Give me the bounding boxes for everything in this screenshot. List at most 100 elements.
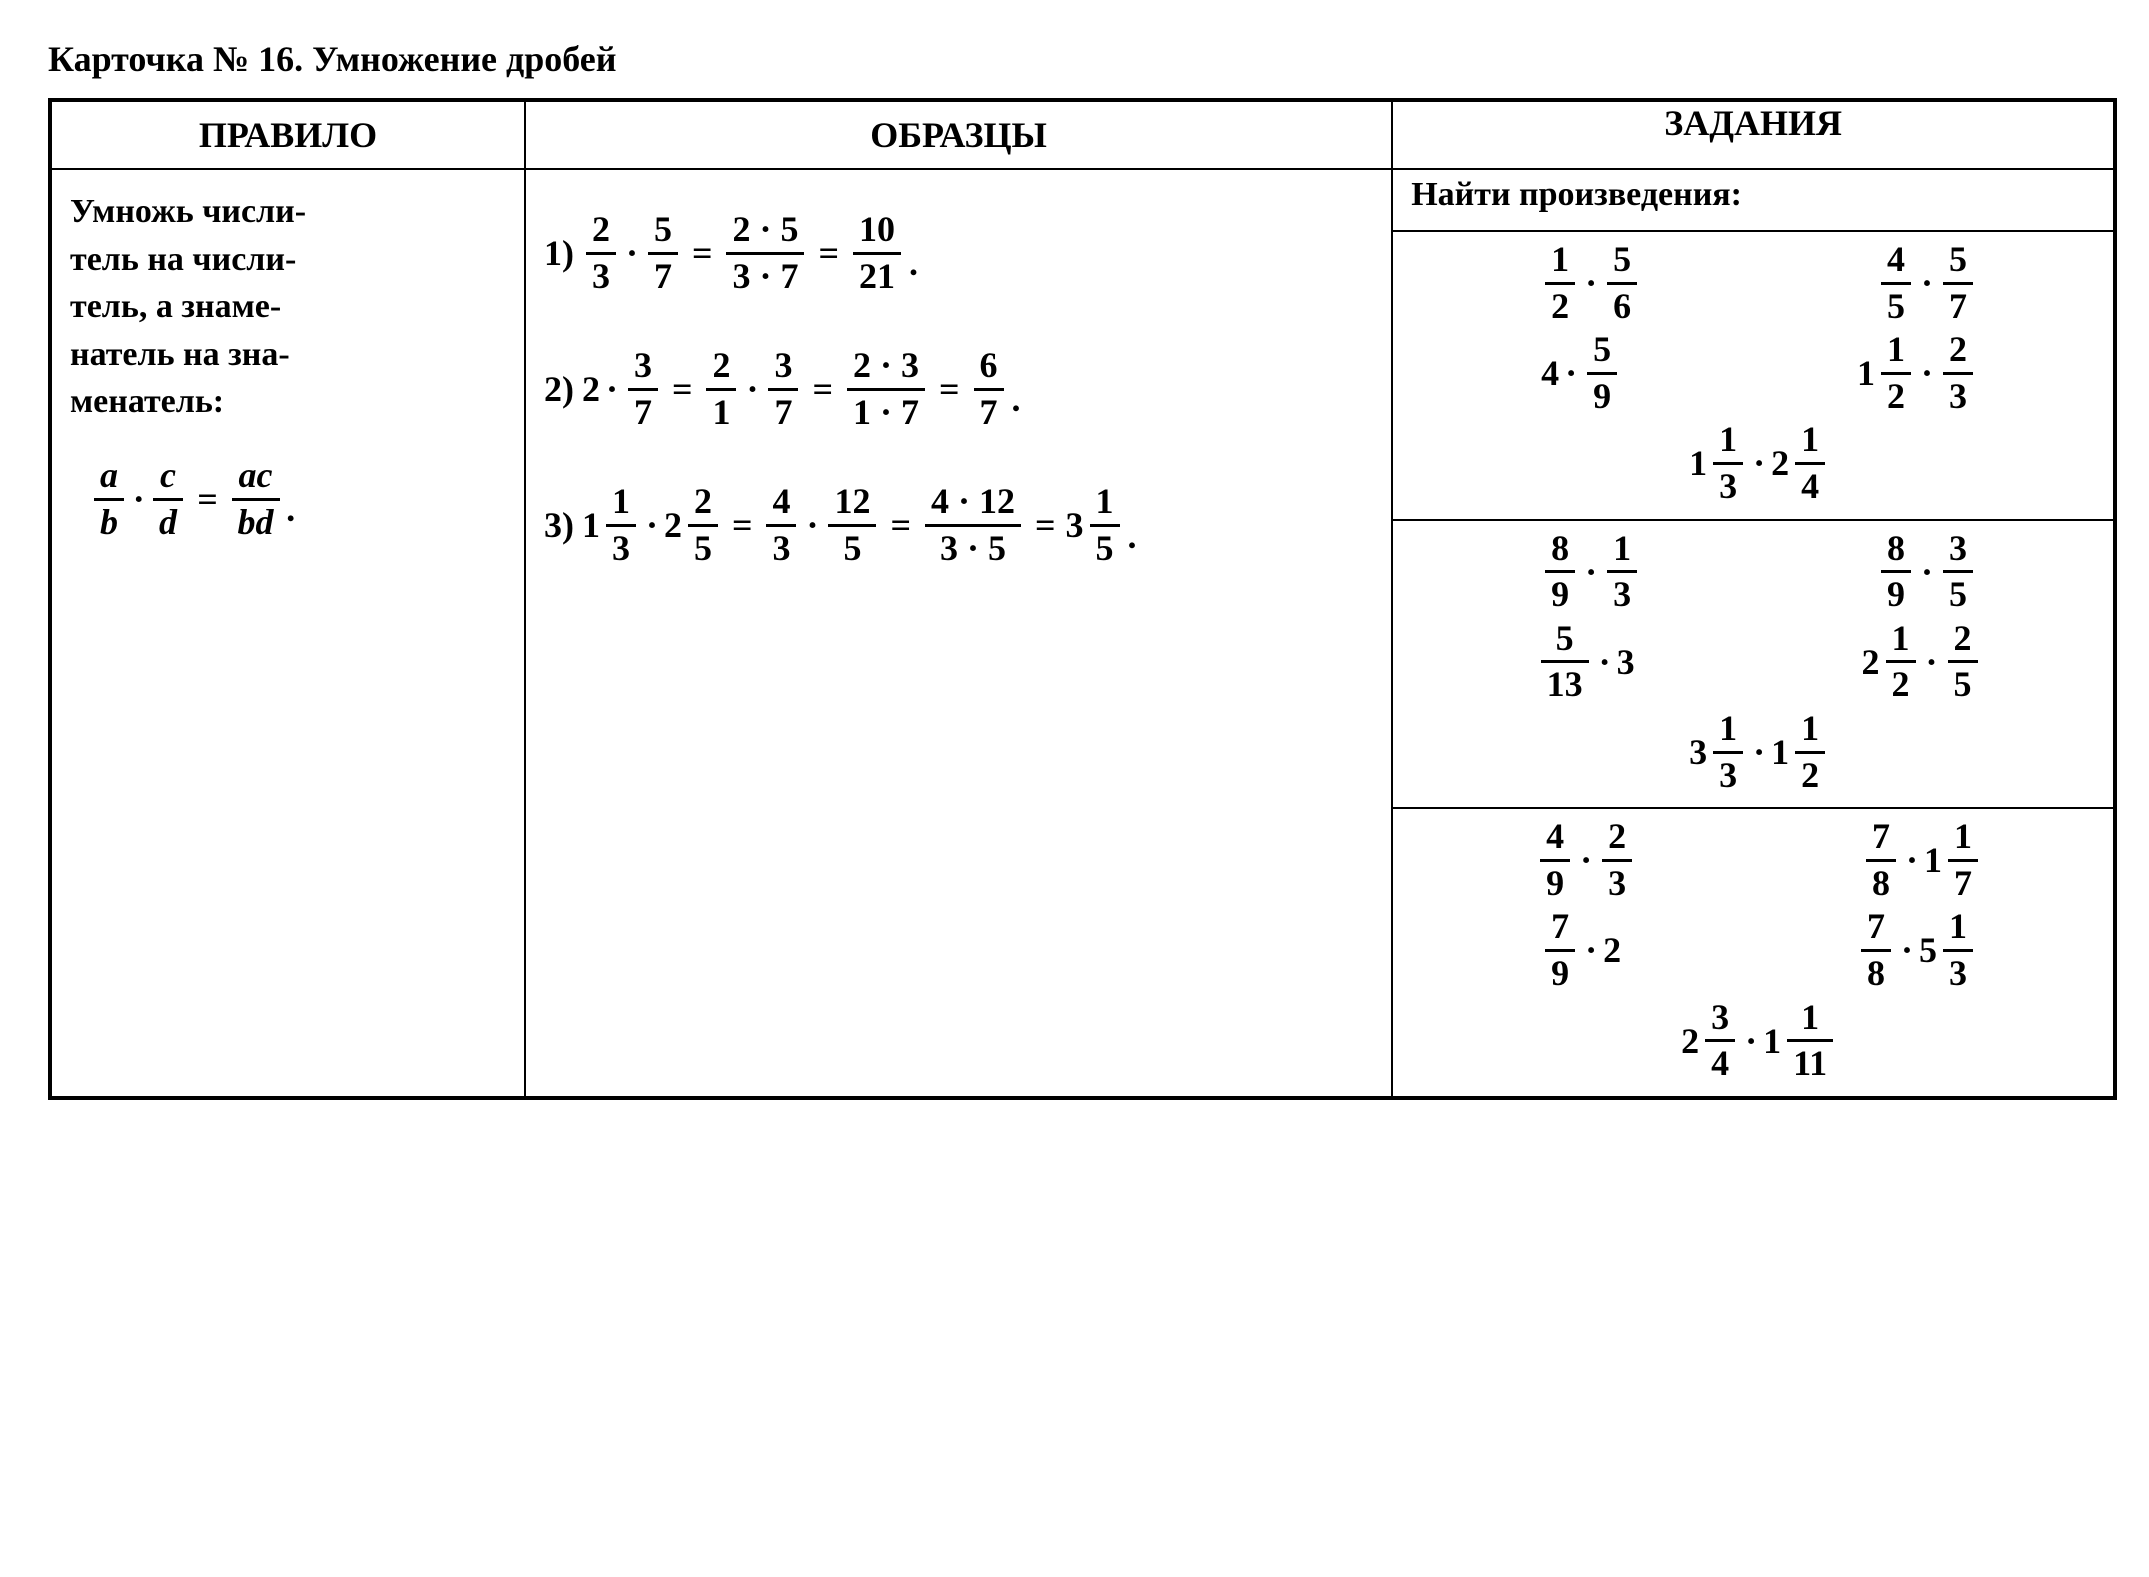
fraction: 1021 bbox=[853, 210, 901, 296]
fraction: 78 bbox=[1861, 907, 1891, 993]
fraction: 37 bbox=[768, 346, 798, 432]
example-row: 3)113·225=43·125=4 · 123 · 5=315. bbox=[544, 482, 1373, 568]
whole-part: 2 bbox=[1681, 1020, 1699, 1062]
fraction: 25 bbox=[1948, 619, 1978, 705]
fraction: 78 bbox=[1866, 817, 1896, 903]
task-expression: 49·23 bbox=[1536, 817, 1636, 903]
fraction: 56 bbox=[1607, 240, 1637, 326]
card-table: ПРАВИЛО ОБРАЗЦЫ ЗАДАНИЯ Умножь числи-тел… bbox=[48, 98, 2117, 1100]
multiply-dot: · bbox=[746, 368, 758, 410]
whole-part: 1 bbox=[1689, 442, 1707, 484]
fraction: 23 bbox=[1602, 817, 1632, 903]
period: . bbox=[909, 242, 918, 296]
header-rule: ПРАВИЛО bbox=[50, 100, 525, 169]
equals-sign: = bbox=[692, 232, 713, 274]
multiply-dot: · bbox=[1921, 551, 1933, 593]
fraction: 57 bbox=[648, 210, 678, 296]
equals-sign: = bbox=[732, 504, 753, 546]
rule-text-line: натель на зна- bbox=[70, 331, 506, 379]
task-expression: 313·112 bbox=[1689, 709, 1829, 795]
header-tasks: ЗАДАНИЯ bbox=[1392, 100, 2115, 169]
equals-sign: = bbox=[1035, 504, 1056, 546]
multiply-dot: · bbox=[1585, 551, 1597, 593]
equals-sign: = bbox=[197, 478, 218, 520]
multiply-dot: · bbox=[606, 368, 618, 410]
fraction: 4 · 123 · 5 bbox=[925, 482, 1021, 568]
task-expression: 78·117 bbox=[1862, 817, 1982, 903]
task-row: 513·3 212·25 bbox=[1423, 619, 2095, 705]
task-expression: 234·1111 bbox=[1681, 998, 1837, 1084]
whole-part: 3 bbox=[1066, 504, 1084, 546]
whole-part: 3 bbox=[1689, 731, 1707, 773]
whole-part: 2 bbox=[1862, 641, 1880, 683]
multiply-dot: · bbox=[1906, 839, 1918, 881]
whole-part: 2 bbox=[1771, 442, 1789, 484]
task-expression: 212·25 bbox=[1862, 619, 1982, 705]
multiply-dot: · bbox=[1585, 929, 1597, 971]
fraction: 37 bbox=[628, 346, 658, 432]
fraction: 2 · 53 · 7 bbox=[726, 210, 804, 296]
multiply-dot: · bbox=[134, 478, 143, 520]
task-expression: 89·13 bbox=[1541, 529, 1641, 615]
fraction: 23 bbox=[586, 210, 616, 296]
task-row-center: 313·112 bbox=[1423, 709, 2095, 795]
example-label: 3) bbox=[544, 504, 574, 546]
fraction: 59 bbox=[1587, 330, 1617, 416]
task-block: 12·5645·574·59112·23113·214 bbox=[1393, 232, 2113, 521]
multiply-dot: · bbox=[1580, 839, 1592, 881]
equals-sign: = bbox=[818, 232, 839, 274]
header-examples: ОБРАЗЦЫ bbox=[525, 100, 1392, 169]
multiply-dot: · bbox=[1753, 442, 1765, 484]
tasks: Найти произведения: 12·5645·574·59112·23… bbox=[1393, 170, 2113, 1096]
multiply-dot: · bbox=[1745, 1020, 1757, 1062]
equals-sign: = bbox=[939, 368, 960, 410]
multiply-dot: · bbox=[646, 504, 658, 546]
number: 4 bbox=[1541, 352, 1559, 394]
rule-text-line: тель на числи- bbox=[70, 236, 506, 284]
fraction: 12 bbox=[1881, 330, 1911, 416]
fraction: 21 bbox=[706, 346, 736, 432]
task-expression: 45·57 bbox=[1877, 240, 1977, 326]
fraction: 49 bbox=[1540, 817, 1570, 903]
task-block: 89·1389·35513·3212·25313·112 bbox=[1393, 521, 2113, 810]
fraction: 45 bbox=[1881, 240, 1911, 326]
fraction: 57 bbox=[1943, 240, 1973, 326]
task-row: 89·1389·35 bbox=[1423, 529, 2095, 615]
fraction: 13 bbox=[1713, 709, 1743, 795]
multiply-dot: · bbox=[1921, 352, 1933, 394]
equals-sign: = bbox=[890, 504, 911, 546]
task-expression: 113·214 bbox=[1689, 420, 1829, 506]
example-row: 1)23·57=2 · 53 · 7=1021. bbox=[544, 210, 1373, 296]
task-expression: 112·23 bbox=[1857, 330, 1977, 416]
fraction: 89 bbox=[1881, 529, 1911, 615]
card-title: Карточка № 16. Умножение дробей bbox=[48, 38, 2117, 80]
task-expression: 4·59 bbox=[1541, 330, 1621, 416]
task-expression: 513·3 bbox=[1537, 619, 1635, 705]
fraction: 79 bbox=[1545, 907, 1575, 993]
task-row: 49·2378·117 bbox=[1423, 817, 2095, 903]
task-block: 49·2378·11779·278·513234·1111 bbox=[1393, 809, 2113, 1096]
task-row: 4·59112·23 bbox=[1423, 330, 2095, 416]
tasks-heading: Найти произведения: bbox=[1411, 176, 2095, 220]
task-row: 79·278·513 bbox=[1423, 907, 2095, 993]
fraction: 125 bbox=[828, 482, 876, 568]
examples: 1)23·57=2 · 53 · 7=1021.2)2·37=21·37=2 ·… bbox=[544, 180, 1373, 569]
fraction: 89 bbox=[1545, 529, 1575, 615]
rule-text-line: Умножь числи- bbox=[70, 188, 506, 236]
fraction: ab bbox=[94, 456, 124, 542]
fraction: 13 bbox=[606, 482, 636, 568]
number: 3 bbox=[1617, 641, 1635, 683]
task-row-center: 113·214 bbox=[1423, 420, 2095, 506]
fraction: 13 bbox=[1713, 420, 1743, 506]
fraction: 2 · 31 · 7 bbox=[847, 346, 925, 432]
multiply-dot: · bbox=[1585, 262, 1597, 304]
fraction: 43 bbox=[766, 482, 796, 568]
rule-text: Умножь числи-тель на числи-тель, а знаме… bbox=[70, 180, 506, 426]
multiply-dot: · bbox=[1921, 262, 1933, 304]
multiply-dot: · bbox=[806, 504, 818, 546]
example-label: 2) bbox=[544, 368, 574, 410]
fraction: 15 bbox=[1090, 482, 1120, 568]
multiply-dot: · bbox=[1753, 731, 1765, 773]
fraction: 67 bbox=[974, 346, 1004, 432]
rule-formula: ab·cd=acbd. bbox=[70, 456, 506, 542]
